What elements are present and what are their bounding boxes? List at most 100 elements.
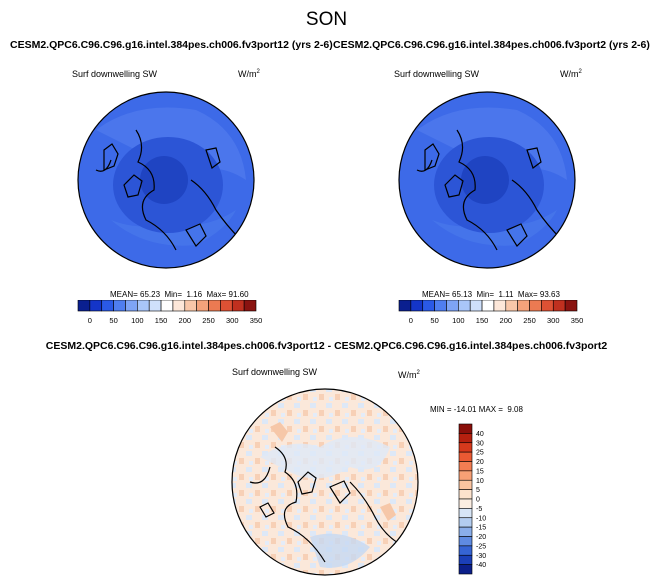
- panel-1-polar-map: [77, 91, 255, 269]
- diff-variable-label: Surf downwelling SW: [232, 367, 318, 377]
- colorbar-tick-label: 40: [476, 431, 484, 438]
- colorbar-swatch: [243, 300, 257, 312]
- colorbar-tick-label: 250: [523, 316, 536, 325]
- panel-2-stats: MEAN= 65.13 Min= 1.11 Max= 93.63: [422, 290, 560, 299]
- colorbar-tick-label: 350: [571, 316, 583, 325]
- map-border: [231, 388, 419, 576]
- colorbar-swatch: [184, 300, 197, 312]
- colorbar-swatch: [172, 300, 186, 312]
- colorbar-swatch: [458, 554, 473, 565]
- colorbar-tick-label: 10: [476, 478, 484, 485]
- map-border: [77, 91, 255, 269]
- map-region-fill: [270, 422, 396, 521]
- colorbar-swatch: [517, 300, 530, 312]
- colorbar-tick-label: 200: [179, 316, 192, 325]
- coastline-lines: [416, 129, 563, 251]
- panel-2-variable-label: Surf downwelling SW: [394, 69, 480, 79]
- colorbar-tick-label: 100: [452, 316, 465, 325]
- colorbar-swatch: [458, 517, 473, 528]
- colorbar-swatch: [458, 461, 473, 472]
- colorbar-swatch: [231, 300, 245, 312]
- map-pole-fill: [140, 156, 188, 204]
- colorbar-swatch: [458, 526, 473, 537]
- colorbar-swatch: [529, 300, 542, 312]
- colorbar-tick-label: -10: [476, 515, 486, 522]
- colorbar-tick-label: 0: [88, 316, 92, 325]
- colorbar-swatch: [458, 300, 471, 312]
- map-pole-fill: [461, 156, 509, 204]
- colorbar-swatch: [458, 442, 473, 453]
- map-region-fill: [310, 533, 370, 568]
- panel-1-colorbar: 0 50 100 150 200 250 300 350: [77, 300, 262, 325]
- colorbar-swatch: [398, 300, 412, 312]
- colorbar-tick-label: 250: [202, 316, 215, 325]
- colorbar-swatch: [458, 423, 473, 434]
- diff-panel-title: CESM2.QPC6.C96.C96.g16.intel.384pes.ch00…: [45, 340, 608, 352]
- colorbar-tick-label: 300: [226, 316, 239, 325]
- colorbar-tick-label: 0: [409, 316, 413, 325]
- coastline-lines: [424, 143, 542, 247]
- colorbar-swatch: [160, 300, 174, 312]
- colorbar-swatch: [458, 564, 473, 575]
- colorbar-swatch: [541, 300, 554, 312]
- colorbar-tick-label: -20: [476, 534, 486, 541]
- colorbar-tick-label: 0: [476, 497, 480, 504]
- colorbar-tick-label: 50: [109, 316, 117, 325]
- colorbar-tick-label: 20: [476, 459, 484, 466]
- colorbar-swatch: [137, 300, 150, 312]
- colorbar-swatch: [493, 300, 507, 312]
- colorbar-swatch: [434, 300, 447, 312]
- panel-1-stats: MEAN= 65.23 Min= 1.16 Max= 91.60: [110, 290, 249, 299]
- colorbar-tick-label: -5: [476, 506, 482, 513]
- panel-1-units-label: W/m2: [238, 69, 260, 79]
- colorbar-tick-label: -15: [476, 525, 486, 532]
- diff-units-label: W/m2: [398, 370, 420, 380]
- map-region-fill: [260, 437, 390, 479]
- colorbar-swatch: [458, 498, 473, 509]
- colorbar-swatch: [458, 545, 473, 556]
- colorbar-swatch: [446, 300, 459, 312]
- colorbar-swatch: [458, 479, 473, 490]
- colorbar-tick-label: -40: [476, 562, 486, 569]
- map-border: [398, 91, 576, 269]
- panel-1-title: CESM2.QPC6.C96.C96.g16.intel.384pes.ch00…: [10, 39, 333, 51]
- colorbar-tick-label: 150: [155, 316, 168, 325]
- colorbar-swatch: [220, 300, 233, 312]
- coastline-lines: [95, 129, 242, 251]
- colorbar-swatch: [469, 300, 483, 312]
- colorbar-swatch: [481, 300, 495, 312]
- panel-1-variable-label: Surf downwelling SW: [72, 69, 158, 79]
- colorbar-swatch: [89, 300, 103, 312]
- coastline-lines: [249, 446, 406, 563]
- colorbar-swatch: [208, 300, 221, 312]
- panel-2-polar-map: [398, 91, 576, 269]
- panel-2-colorbar: 0 50 100 150 200 250 300 350: [398, 300, 583, 325]
- colorbar-swatch: [552, 300, 566, 312]
- colorbar-swatch: [101, 300, 114, 312]
- colorbar-tick-label: 150: [476, 316, 489, 325]
- colorbar-tick-label: 300: [547, 316, 560, 325]
- colorbar-tick-label: -30: [476, 553, 486, 560]
- colorbar-swatch: [458, 433, 473, 444]
- diff-colorbar: 40 30 25 20 15 10 5 0 -5 -10 -15 -20 -25 -30 -40: [458, 423, 486, 575]
- panel-2-units-label: W/m2: [560, 69, 582, 79]
- coastline-lines: [259, 471, 351, 518]
- colorbar-tick-label: 100: [131, 316, 144, 325]
- colorbar-tick-label: -25: [476, 543, 486, 550]
- colorbar-swatch: [410, 300, 424, 312]
- colorbar-swatch: [422, 300, 435, 312]
- page-title: SON: [305, 9, 348, 30]
- colorbar-swatch: [458, 489, 473, 500]
- colorbar-swatch: [458, 470, 473, 481]
- colorbar-swatch: [458, 508, 473, 519]
- colorbar-swatch: [148, 300, 162, 312]
- panel-2-title: CESM2.QPC6.C96.C96.g16.intel.384pes.ch00…: [333, 39, 650, 51]
- colorbar-swatch: [113, 300, 126, 312]
- coastline-lines: [103, 143, 221, 247]
- colorbar-swatch: [196, 300, 209, 312]
- colorbar-tick-label: 50: [430, 316, 438, 325]
- colorbar-tick-label: 25: [476, 450, 484, 457]
- colorbar-tick-label: 5: [476, 487, 480, 494]
- colorbar-tick-label: 30: [476, 440, 484, 447]
- colorbar-swatch: [505, 300, 518, 312]
